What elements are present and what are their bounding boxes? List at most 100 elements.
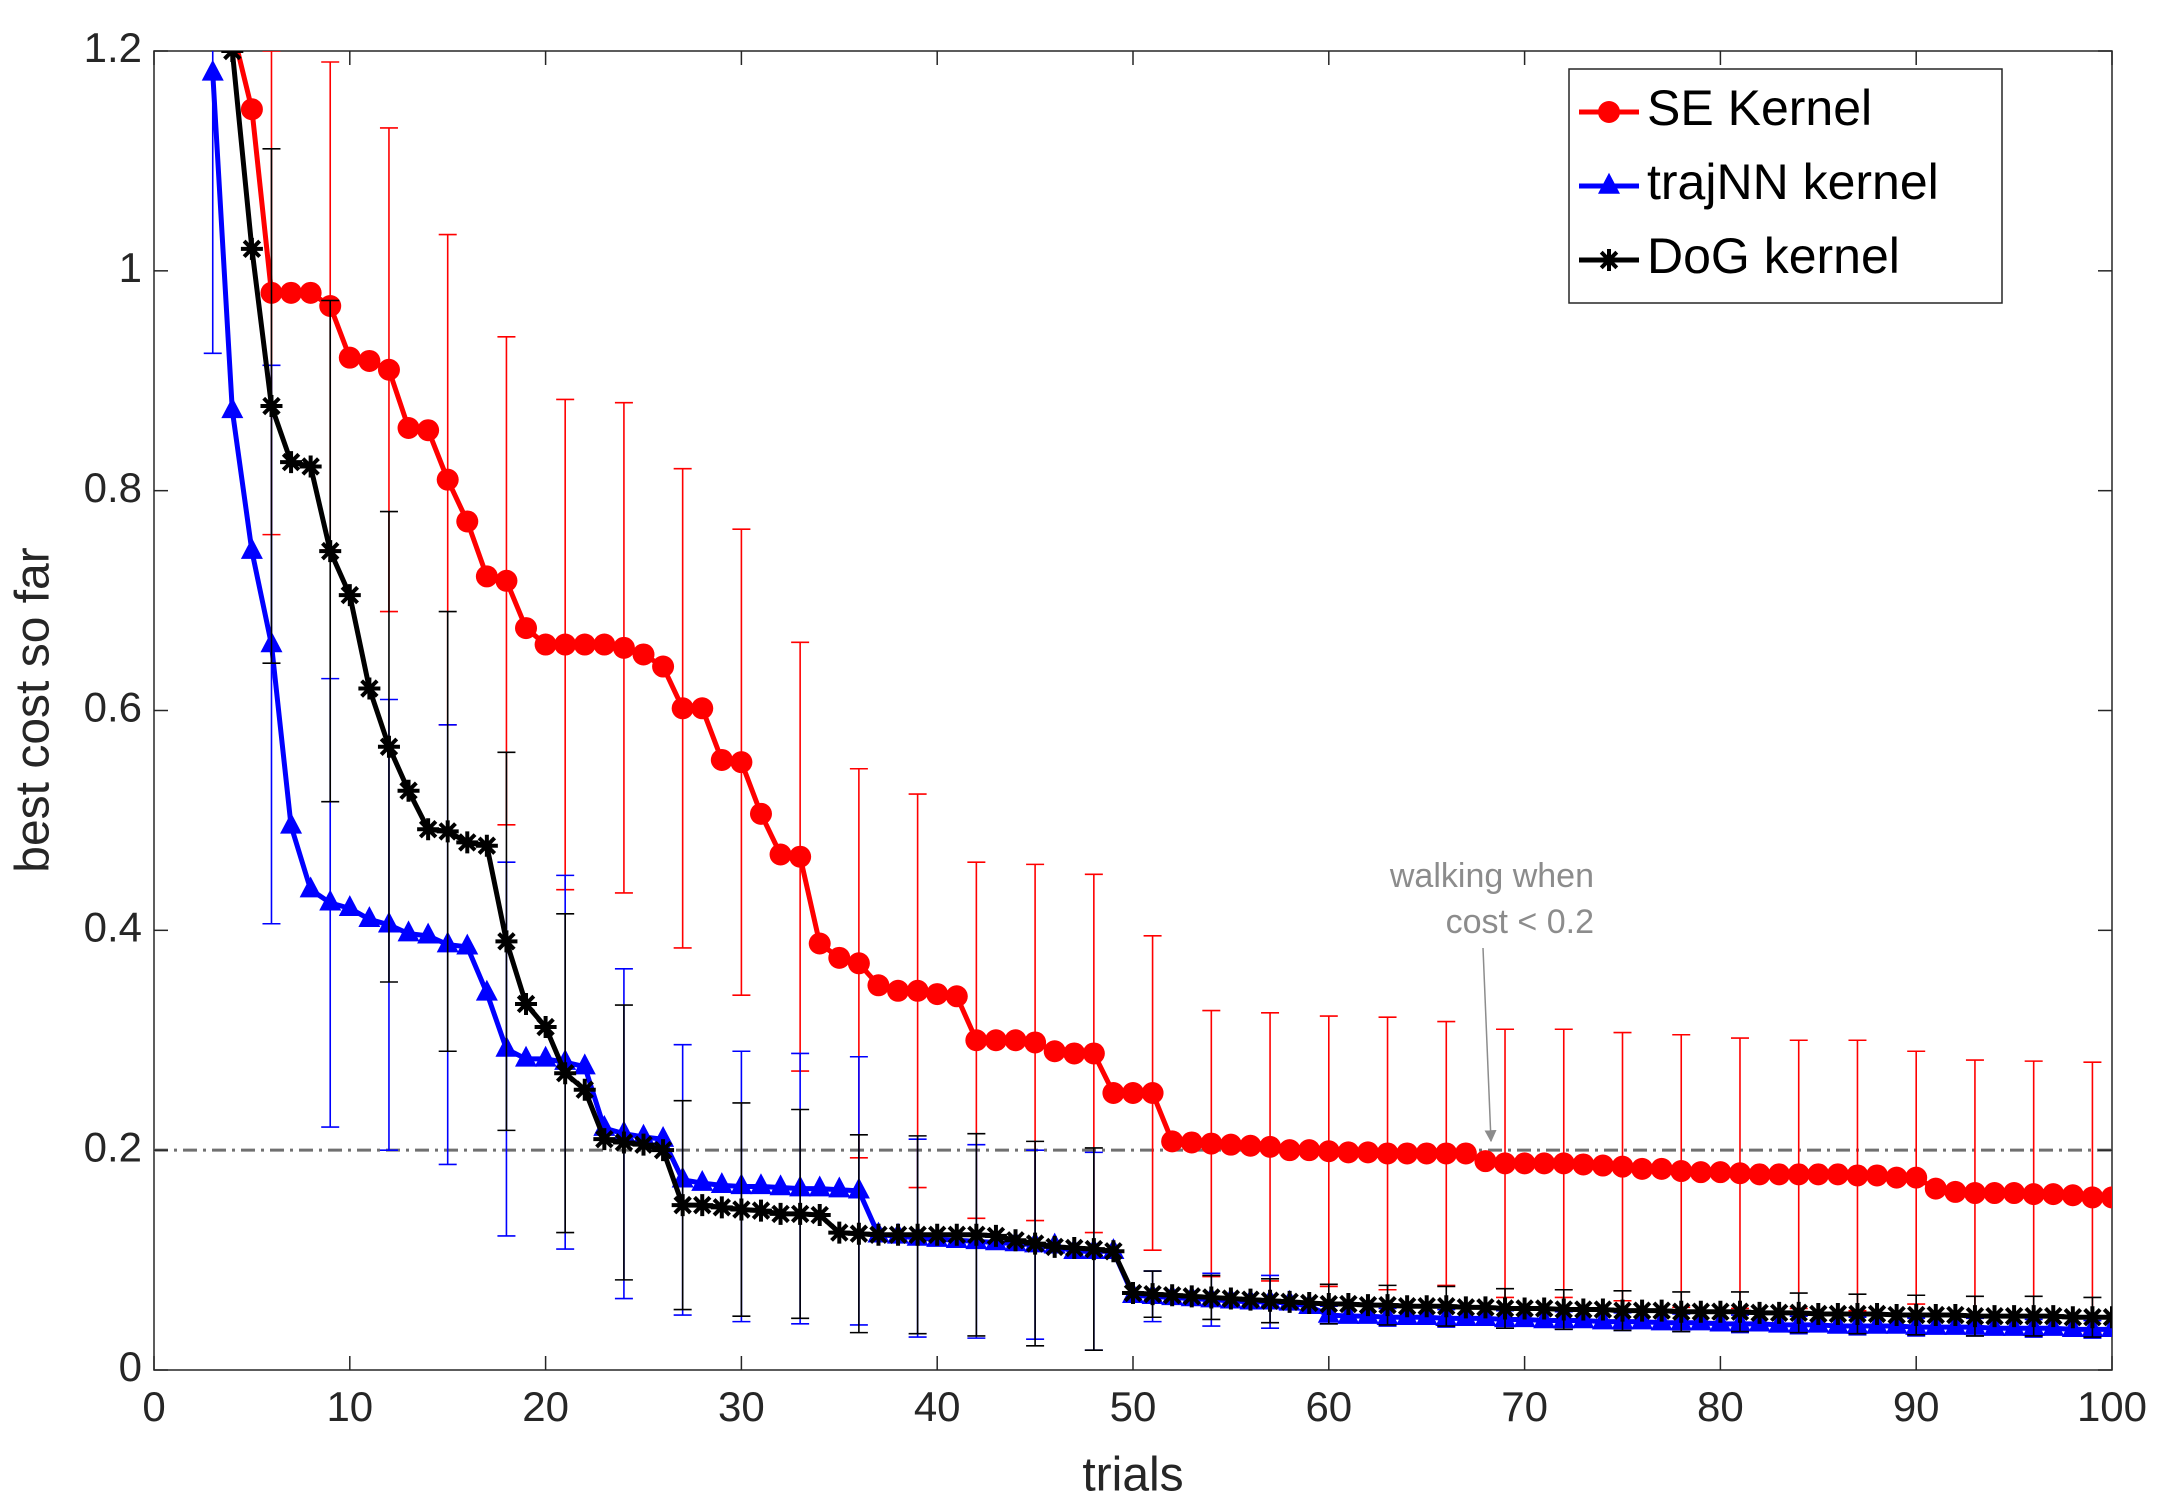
marker: [1415, 1142, 1438, 1165]
marker: [495, 930, 518, 953]
marker: [1356, 1294, 1379, 1317]
marker: [260, 395, 283, 418]
marker: [1650, 1299, 1673, 1322]
marker: [1396, 1142, 1419, 1165]
marker: [984, 1224, 1007, 1247]
marker: [1552, 1298, 1575, 1321]
marker: [358, 677, 381, 700]
marker: [710, 748, 733, 771]
marker: [1004, 1229, 1027, 1252]
marker: [1905, 1304, 1928, 1327]
marker: [1963, 1305, 1986, 1328]
marker: [456, 933, 479, 955]
y-tick-label: 0.8: [84, 464, 142, 511]
marker: [1905, 1166, 1928, 1189]
x-tick-label: 10: [326, 1383, 373, 1430]
marker: [1259, 1135, 1282, 1158]
marker: [1513, 1297, 1536, 1320]
marker: [1024, 1031, 1047, 1054]
marker: [1102, 1240, 1125, 1263]
marker: [2042, 1183, 2065, 1206]
marker: [573, 1078, 596, 1101]
marker: [280, 451, 303, 474]
x-tick-label: 0: [142, 1383, 165, 1430]
marker: [2061, 1184, 2084, 1207]
annotation-arrow: [1482, 947, 1497, 1143]
marker: [475, 979, 498, 1001]
marker: [1807, 1302, 1830, 1325]
marker: [1259, 1289, 1282, 1312]
marker: [554, 633, 577, 656]
marker: [1317, 1140, 1340, 1163]
marker: [710, 1196, 733, 1219]
marker: [417, 419, 440, 442]
marker: [2061, 1306, 2084, 1329]
marker: [1924, 1304, 1947, 1327]
marker: [1924, 1177, 1947, 1200]
marker: [221, 397, 244, 419]
legend-box: [1568, 68, 2003, 304]
marker: [338, 895, 361, 917]
marker: [887, 979, 910, 1002]
marker: [1063, 1042, 1086, 1065]
marker: [1278, 1139, 1301, 1162]
marker: [1631, 1299, 1654, 1322]
marker: [240, 537, 263, 559]
marker: [769, 1174, 792, 1196]
marker: [710, 1172, 733, 1194]
x-tick-label: 40: [914, 1383, 961, 1430]
marker: [1533, 1152, 1556, 1175]
marker: [1572, 1153, 1595, 1176]
marker: [1631, 1157, 1654, 1180]
marker: [926, 1223, 949, 1246]
marker: [691, 1169, 714, 1191]
marker: [730, 751, 753, 774]
marker: [691, 1194, 714, 1217]
y-tick-label: 0: [119, 1343, 142, 1390]
marker: [906, 979, 929, 1002]
marker: [475, 565, 498, 588]
marker: [1004, 1029, 1027, 1052]
marker: [397, 779, 420, 802]
marker: [1239, 1134, 1262, 1157]
marker: [1317, 1293, 1340, 1316]
marker: [808, 1204, 831, 1227]
x-tick-label: 70: [1501, 1383, 1548, 1430]
marker: [671, 697, 694, 720]
marker: [358, 906, 381, 928]
marker: [1298, 1139, 1321, 1162]
marker: [749, 1199, 772, 1222]
marker: [1611, 1155, 1634, 1178]
marker: [1709, 1300, 1732, 1323]
marker: [1983, 1182, 2006, 1205]
x-tick-label: 100: [2077, 1383, 2147, 1430]
marker: [1337, 1141, 1360, 1164]
marker: [436, 468, 459, 491]
marker: [1846, 1302, 1869, 1325]
legend: SE Kernel trajNN kernel DoG kernel: [1568, 68, 2003, 304]
marker: [1454, 1142, 1477, 1165]
marker: [515, 992, 538, 1015]
marker: [221, 51, 244, 62]
x-tick-label: 20: [522, 1383, 569, 1430]
marker: [240, 98, 263, 121]
x-tick-label: 50: [1110, 1383, 1157, 1430]
marker: [436, 820, 459, 843]
marker: [828, 946, 851, 969]
marker: [338, 584, 361, 607]
marker: [828, 1176, 851, 1198]
y-tick-label: 0.6: [84, 684, 142, 731]
marker: [652, 1139, 675, 1162]
marker: [1200, 1132, 1223, 1155]
marker: [887, 1223, 910, 1246]
annotation: cost < 0.2: [1446, 903, 1594, 941]
marker: [1826, 1163, 1849, 1186]
axes: 0 10 20 30 40 50 60 70 80 90 100 0 0.2 0.4 0.6 0.8 1 1.2: [84, 24, 2147, 1430]
marker: [240, 237, 263, 260]
marker: [984, 1029, 1007, 1052]
marker: [397, 920, 420, 942]
marker: [1728, 1300, 1751, 1323]
marker: [1670, 1300, 1693, 1323]
marker: [1043, 1040, 1066, 1063]
marker: [1298, 1291, 1321, 1314]
